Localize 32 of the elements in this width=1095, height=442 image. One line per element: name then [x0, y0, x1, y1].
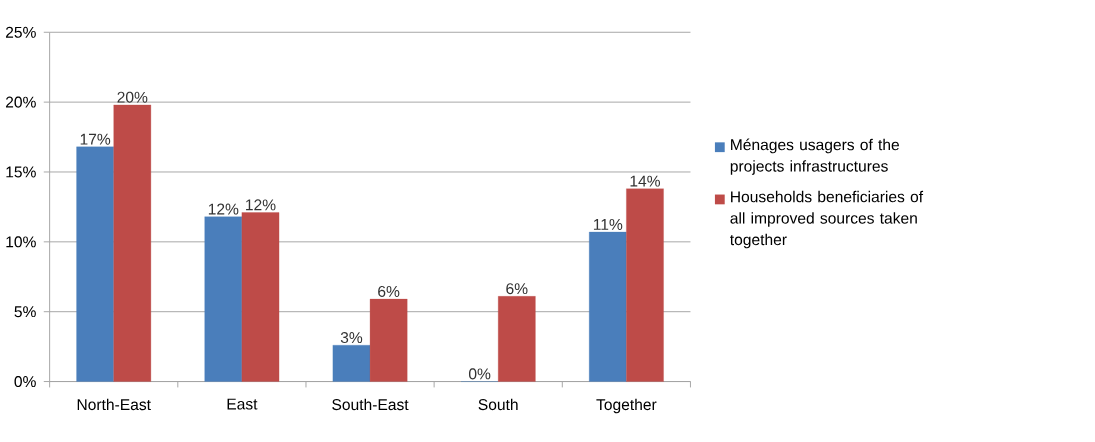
x-tick-label: Together	[596, 398, 657, 414]
bar	[589, 231, 627, 382]
legend-label: Households beneficiaries of all improved sources taken together	[730, 190, 924, 249]
data-label: 12%	[208, 203, 239, 215]
y-tick-label: 10%	[6, 236, 36, 248]
data-label: 11%	[593, 218, 623, 230]
data-label: 0%	[468, 368, 491, 380]
x-tick-label: South	[478, 398, 518, 411]
bar	[76, 146, 114, 382]
legend-label: Ménages usagers of the projects infrastructures	[730, 138, 899, 175]
bar	[113, 104, 152, 382]
x-tick-label: South-East	[332, 398, 409, 411]
bar	[204, 216, 243, 382]
x-tick-label: East	[227, 398, 258, 410]
data-label: 20%	[117, 91, 148, 103]
y-tick-label: 15%	[6, 166, 36, 178]
data-label: 14%	[630, 175, 661, 187]
bar	[332, 344, 371, 382]
bar	[241, 212, 280, 382]
data-label: 3%	[340, 331, 363, 343]
x-tick-label: North-East	[77, 398, 151, 411]
y-tick-label: 20%	[5, 96, 36, 108]
bar	[626, 188, 664, 382]
data-label: 6%	[506, 283, 528, 295]
y-tick-label: 25%	[5, 26, 36, 38]
y-tick-label: 0%	[14, 375, 36, 387]
bar	[369, 298, 408, 382]
bar	[498, 296, 536, 382]
data-label: 12%	[246, 199, 276, 211]
y-tick-label: 5%	[14, 306, 36, 318]
data-label: 6%	[378, 285, 400, 297]
data-label: 17%	[80, 133, 111, 145]
